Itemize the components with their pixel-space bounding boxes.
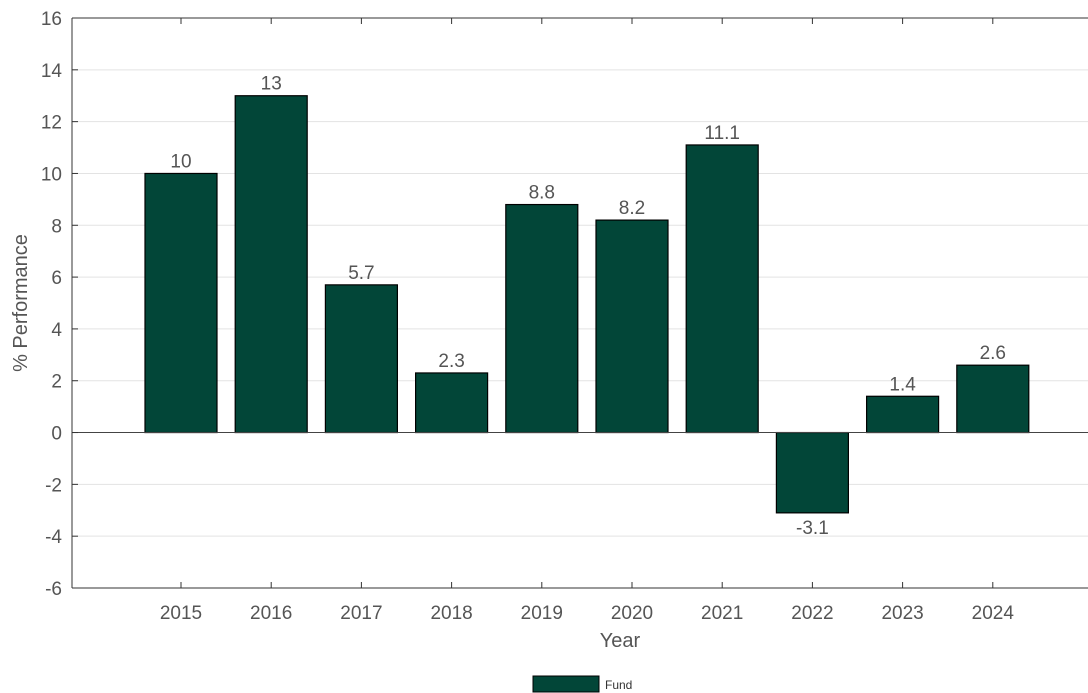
legend-label: Fund [605,678,632,692]
x-tick-label: 2020 [611,603,653,624]
data-label: 13 [261,74,282,95]
y-tick-label: 6 [51,268,62,289]
y-tick-label: -2 [45,475,62,496]
x-tick-label: 2016 [250,603,292,624]
legend: Fund [532,675,632,693]
y-tick-label: -6 [45,579,62,600]
y-tick-label: 16 [41,9,62,30]
bar-2018 [415,372,489,434]
bar-2024 [956,364,1030,434]
x-tick-label: 2015 [160,603,202,624]
x-tick-label: 2019 [521,603,563,624]
x-tick-label: 2023 [881,603,923,624]
x-tick-label: 2024 [972,603,1015,624]
x-axis-ticks: 2015 2016 2017 2018 2019 2020 2021 2022 2023 2024 [160,18,1015,624]
bar-2016 [234,95,308,434]
bar-2015 [144,172,218,434]
data-label: 8.2 [619,198,645,219]
data-labels: 10 13 5.7 2.3 8.8 8.2 11.1 -3.1 1.4 2.6 [170,74,1006,539]
x-axis-title: Year [600,630,641,652]
bar-2017 [324,284,398,434]
y-tick-label: 4 [51,320,62,341]
data-label: -3.1 [796,518,829,539]
data-label: 11.1 [704,123,740,144]
bar-2019 [505,203,579,434]
y-tick-label: 8 [51,216,62,237]
y-tick-label: 10 [41,164,62,185]
data-label: 10 [170,151,191,172]
data-label: 8.8 [529,183,555,204]
bar-2023 [865,395,940,434]
x-tick-label: 2017 [340,603,382,624]
bar-2022 [775,431,850,514]
data-label: 1.4 [889,374,916,395]
y-tick-label: 14 [41,61,63,82]
gridlines [72,69,1088,537]
x-tick-label: 2021 [701,603,743,624]
y-tick-label: 0 [51,424,62,445]
data-label: 2.3 [438,351,464,372]
x-tick-label: 2022 [791,603,833,624]
data-label: 5.7 [348,263,374,284]
y-tick-label: -4 [45,527,62,548]
x-tick-label: 2018 [430,603,472,624]
y-axis-title: % Performance [10,234,32,372]
y-axis-ticks: -6 -4 -2 0 2 4 6 8 10 12 14 16 [41,9,78,600]
legend-swatch [532,675,600,693]
bars [144,95,1030,514]
data-label: 2.6 [980,343,1006,364]
y-tick-label: 2 [51,372,62,393]
bar-2021 [685,144,759,434]
plot-frame [71,17,1088,589]
y-tick-label: 12 [41,113,62,134]
bar-2020 [595,219,669,434]
